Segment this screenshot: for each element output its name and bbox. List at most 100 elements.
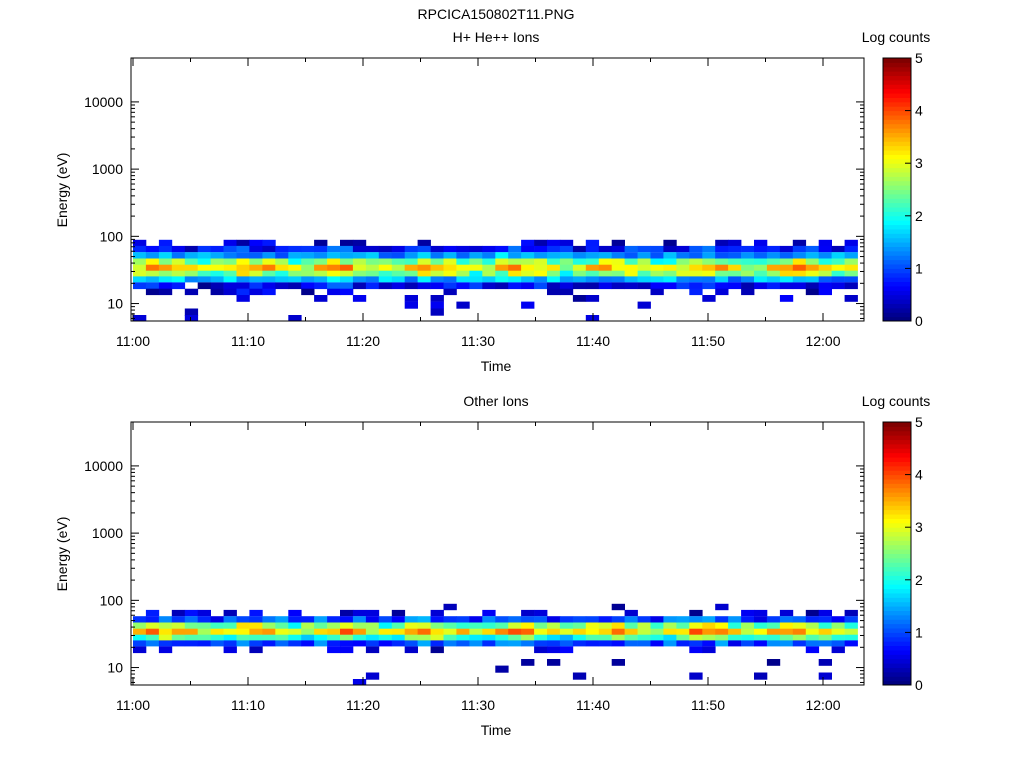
spectrogram-cell [365,270,380,277]
spectrogram-cell [327,270,341,277]
spectrogram-cell [443,616,457,623]
spectrogram-cell [210,252,224,259]
spectrogram-cell [456,282,470,290]
spectrogram-cell [792,239,807,247]
spectrogram-cell [637,628,651,636]
spectrogram-cell [805,252,820,259]
spectrogram-cell [663,622,677,629]
spectrogram-cell [844,634,858,641]
spectrogram-cell [792,264,807,272]
spectrogram-cell [702,270,716,277]
spectrogram-cell [702,628,716,636]
spectrogram-cell [249,609,263,617]
spectrogram-cell [611,622,625,629]
spectrogram-cell [340,609,354,617]
spectrogram-cell [598,258,613,265]
spectrogram-cell [585,295,600,302]
spectrogram-cell [314,239,328,247]
spectrogram-cell [741,282,755,290]
spectrogram-cell [262,616,276,623]
spectrogram-cell [314,252,328,259]
y-tick-label: 1000 [92,161,123,177]
spectrogram-cell [352,282,367,290]
colorbar-segment [883,294,911,300]
spectrogram-cell [663,239,677,247]
spectrogram-cell [754,276,768,283]
spectrogram-cell [171,628,186,636]
y-axis-label: Energy (eV) [54,153,70,228]
spectrogram-cell [818,252,832,259]
spectrogram-cell [171,622,186,629]
spectrogram-cell [741,628,755,636]
spectrogram-cell [158,276,173,283]
spectrogram-cell [210,245,224,253]
spectrogram-cell [430,634,444,641]
spectrogram-cell [547,258,561,265]
spectrogram-cell [534,634,548,641]
spectrogram-cell [133,252,147,259]
spectrogram-cell [145,628,160,636]
spectrogram-cell [469,258,483,265]
spectrogram-cell [288,276,302,283]
spectrogram-cell [792,245,807,253]
spectrogram-cell [430,622,444,629]
spectrogram-cell [158,634,173,641]
colorbar-segment [883,255,911,261]
colorbar-segment [883,58,911,63]
spectrogram-cell [728,640,742,647]
spectrogram-cell [754,245,768,253]
spectrogram-cell [210,270,224,277]
spectrogram-cell [236,616,250,623]
spectrogram-cell [301,616,315,623]
colorbar-segment [883,680,911,686]
spectrogram-cell [689,634,703,641]
spectrogram-cell [702,616,716,623]
spectrogram-cell [236,276,250,283]
colorbar-segment [883,158,911,164]
colorbar-tick-label: 1 [915,260,923,276]
spectrogram-cell [301,245,315,253]
spectrogram-cell [741,616,755,623]
spectrogram-cell [598,264,613,272]
spectrogram-cell [534,270,548,277]
spectrogram-cell [249,264,263,272]
spectrogram-cell [133,245,147,253]
spectrogram-cell [508,622,522,629]
spectrogram-cell [340,616,354,623]
spectrogram-cell [249,239,263,247]
spectrogram-cell [249,634,263,641]
spectrogram-cell [184,308,199,316]
spectrogram-cell [831,252,845,259]
spectrogram-cell [223,628,237,636]
spectrogram-cell [184,245,199,253]
colorbar-segment [883,250,911,256]
spectrogram-cell [275,258,289,265]
spectrogram-cell [495,270,509,277]
spectrogram-cell [637,616,651,623]
spectrogram-cell [288,258,302,265]
spectrogram-cell [598,245,613,253]
spectrogram-cell [301,282,315,290]
spectrogram-cell [831,634,845,641]
spectrogram-cell [585,276,600,283]
colorbar-segment [883,71,911,77]
spectrogram-cell [275,282,289,290]
spectrogram-cell [288,628,302,636]
spectrogram-cell [365,622,380,629]
spectrogram-cell [378,276,393,283]
spectrogram-cell [236,288,250,296]
spectrogram-cell [133,264,147,272]
spectrogram-cell [184,264,199,272]
spectrogram-cell [275,252,289,259]
spectrogram-cell [378,616,393,623]
spectrogram-cell [766,245,781,253]
spectrogram-cell [223,258,237,265]
spectrogram-cell [275,270,289,277]
spectrogram-cell [158,245,173,253]
spectrogram-cell [275,276,289,283]
colorbar-segment [883,185,911,190]
spectrogram-cell [197,609,211,617]
spectrogram-cell [352,609,367,617]
spectrogram-cell [831,616,845,623]
